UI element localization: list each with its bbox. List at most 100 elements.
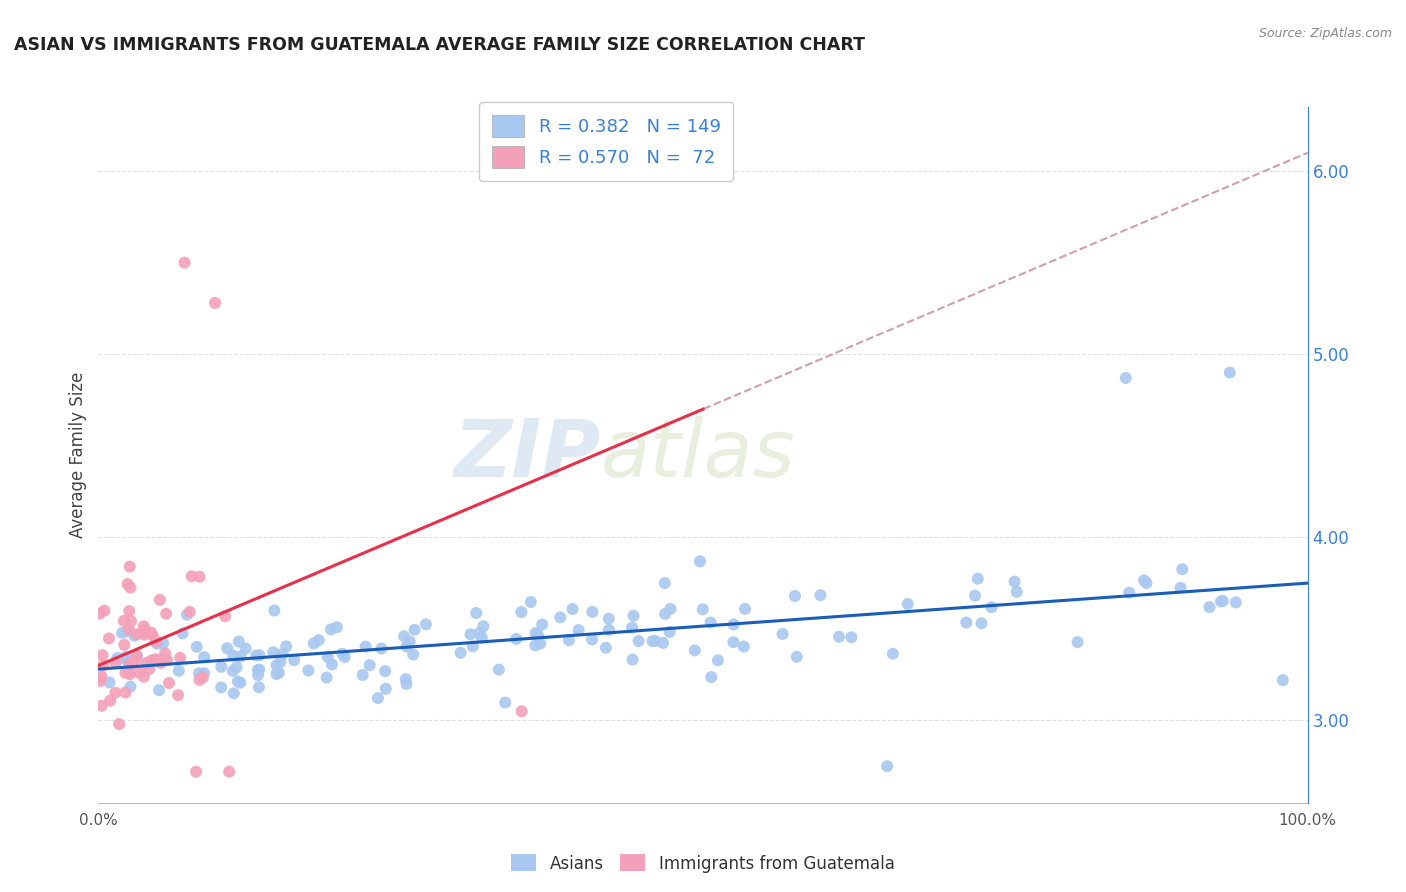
- Point: [1004, 574, 1026, 589]
- Point: [132, 670, 155, 684]
- Point: [308, 633, 330, 648]
- Point: [734, 602, 756, 616]
- Point: [91, 658, 114, 673]
- Point: [115, 649, 138, 664]
- Point: [641, 634, 664, 648]
- Point: [733, 640, 755, 654]
- Point: [707, 653, 730, 667]
- Point: [621, 621, 644, 635]
- Point: [117, 577, 139, 591]
- Point: [581, 605, 603, 619]
- Point: [1066, 635, 1088, 649]
- Point: [654, 576, 676, 591]
- Point: [980, 600, 1002, 615]
- Point: [266, 667, 288, 681]
- Point: [723, 617, 745, 632]
- Point: [955, 615, 977, 630]
- Point: [155, 607, 177, 621]
- Point: [519, 595, 541, 609]
- Point: [191, 671, 214, 685]
- Point: [90, 670, 112, 684]
- Point: [167, 688, 190, 702]
- Point: [214, 609, 236, 624]
- Point: [510, 704, 533, 718]
- Point: [561, 602, 583, 616]
- Point: [222, 686, 245, 700]
- Point: [395, 640, 418, 654]
- Point: [172, 626, 194, 640]
- Point: [699, 615, 721, 630]
- Point: [526, 628, 548, 642]
- Point: [138, 662, 160, 676]
- Point: [568, 623, 591, 637]
- Point: [374, 664, 396, 678]
- Point: [146, 637, 169, 651]
- Point: [222, 648, 245, 663]
- Y-axis label: Average Family Size: Average Family Size: [69, 372, 87, 538]
- Point: [395, 677, 418, 691]
- Point: [186, 640, 208, 654]
- Point: [127, 648, 149, 663]
- Point: [184, 764, 207, 779]
- Point: [104, 686, 127, 700]
- Point: [120, 614, 142, 628]
- Point: [134, 623, 156, 637]
- Point: [120, 680, 142, 694]
- Point: [1118, 585, 1140, 599]
- Point: [217, 641, 239, 656]
- Point: [494, 696, 516, 710]
- Point: [118, 623, 141, 637]
- Point: [1005, 584, 1028, 599]
- Point: [370, 641, 392, 656]
- Point: [700, 670, 723, 684]
- Point: [841, 630, 863, 644]
- Point: [225, 660, 247, 674]
- Point: [193, 666, 215, 681]
- Point: [326, 620, 349, 634]
- Point: [460, 627, 482, 641]
- Point: [689, 554, 711, 568]
- Point: [319, 623, 342, 637]
- Point: [105, 651, 128, 665]
- Point: [267, 665, 290, 680]
- Point: [89, 607, 111, 621]
- Point: [683, 643, 706, 657]
- Point: [828, 630, 851, 644]
- Point: [450, 646, 472, 660]
- Point: [1171, 562, 1194, 576]
- Point: [510, 605, 533, 619]
- Point: [91, 648, 114, 663]
- Point: [598, 612, 620, 626]
- Point: [115, 624, 138, 639]
- Point: [627, 634, 650, 648]
- Point: [98, 693, 121, 707]
- Point: [153, 647, 176, 661]
- Point: [772, 627, 794, 641]
- Point: [229, 649, 252, 664]
- Point: [415, 617, 437, 632]
- Point: [468, 626, 491, 640]
- Point: [222, 664, 245, 678]
- Point: [152, 636, 174, 650]
- Point: [125, 648, 148, 663]
- Point: [352, 668, 374, 682]
- Point: [531, 617, 554, 632]
- Point: [111, 625, 134, 640]
- Point: [1219, 366, 1241, 380]
- Point: [120, 657, 142, 671]
- Point: [692, 602, 714, 616]
- Point: [193, 650, 215, 665]
- Point: [146, 653, 169, 667]
- Point: [333, 650, 356, 665]
- Point: [128, 665, 150, 680]
- Point: [276, 640, 298, 654]
- Point: [595, 640, 617, 655]
- Point: [783, 589, 806, 603]
- Point: [658, 624, 681, 639]
- Legend: R = 0.382   N = 149, R = 0.570   N =  72: R = 0.382 N = 149, R = 0.570 N = 72: [479, 103, 734, 180]
- Point: [266, 658, 288, 673]
- Point: [112, 638, 135, 652]
- Point: [173, 255, 195, 269]
- Point: [149, 593, 172, 607]
- Point: [524, 626, 547, 640]
